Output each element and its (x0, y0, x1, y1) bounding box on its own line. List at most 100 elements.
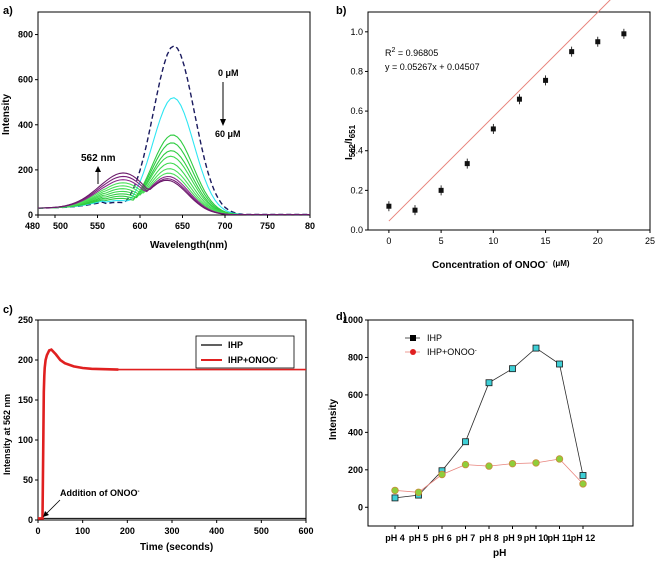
panel-c-y-tick-label: 50 (23, 475, 33, 485)
panel-b-fit-line (388, 0, 611, 222)
panel-c-addition-arrow (44, 499, 61, 516)
legend-onoo-name: IHP+ONOO (228, 355, 276, 365)
panel-b-data-point (516, 96, 522, 102)
panel-d-y-axis-label: Intensity (328, 398, 339, 440)
panel-c: c) 0 50 100 150 200 250 0 100 200 300 400 500 600 I… (2, 304, 314, 553)
legend-onoo-sup: - (276, 356, 278, 362)
panel-d-ihp-marker (509, 365, 516, 373)
panel-d-onoo-marker (485, 462, 493, 470)
panel-b-x-tick-label: 10 (488, 236, 498, 246)
panel-d-onoo-marker (532, 459, 540, 467)
panel-c-y-tick-label: 100 (18, 435, 33, 445)
panel-c-y-ticks: 0 50 100 150 200 250 (18, 315, 38, 525)
panel-d-ihp-marker (532, 344, 540, 352)
panel-b-data-point (569, 49, 575, 55)
panel-d-series-line (394, 347, 584, 499)
panel-b-label: b) (336, 5, 347, 17)
panel-a-x-tick-label: 550 (90, 221, 105, 231)
panel-a-spectrum-curve (37, 44, 310, 216)
panel-b-data-point (438, 187, 444, 193)
panel-a-spectrum-curve (37, 172, 310, 216)
panel-d-x-tick-label: pH 11 (547, 533, 571, 543)
panel-d-legend-onoo: IHP+ONOO- (427, 347, 477, 357)
panel-b-data-point (412, 207, 418, 213)
panel-d-y-ticks: 0 200 400 600 800 1000 (343, 315, 368, 512)
panel-b-y-tick-label: 0.0 (350, 225, 363, 235)
y-label-slash: /I (344, 138, 355, 144)
panel-c-lines (38, 348, 306, 520)
panel-d-x-tick-label: pH 9 (503, 533, 523, 543)
panel-d-onoo-marker (579, 480, 587, 488)
panel-c-y-tick-label: 250 (18, 315, 33, 325)
panel-d-onoo-marker (391, 486, 399, 495)
panel-d-x-tick-label: pH 8 (479, 533, 499, 543)
panel-c-x-tick-label: 100 (75, 526, 90, 536)
panel-a-spectrum-curve (37, 172, 310, 216)
panel-a-x-tick-label: 480 (25, 221, 40, 231)
panel-d-ihp-marker (485, 379, 493, 387)
x-label-main: Concentration of ONOO (432, 260, 546, 271)
panel-b-y-tick-label: 0.4 (350, 146, 363, 156)
panel-c-y-tick-label: 150 (18, 395, 33, 405)
panel-d-x-tick-label: pH 5 (409, 533, 429, 543)
panel-b-x-axis-label: Concentration of ONOO- (μM) (432, 259, 570, 271)
panel-b-data-point (621, 31, 627, 37)
panel-d-x-tick-label: pH 6 (432, 533, 452, 543)
panel-b-r2-text: R2 = 0.96805 (385, 47, 438, 58)
panel-b-x-ticks: 0 5 10 15 20 25 (386, 230, 655, 246)
panel-c-series-thick-segment (38, 348, 119, 520)
panel-d-y-tick-label: 200 (348, 465, 363, 475)
panel-a-y-tick-label: 0 (28, 210, 33, 220)
panel-d-x-tick-label: pH 4 (385, 533, 405, 543)
panel-c-y-tick-label: 0 (28, 515, 33, 525)
r2-superscript: 2 (392, 47, 396, 54)
panel-b-x-tick-label: 20 (593, 236, 603, 246)
panel-b-data-point (490, 126, 496, 132)
x-label-sup: - (545, 259, 548, 266)
panel-a-y-tick-label: 800 (18, 30, 33, 40)
panel-c-legend-onoo: IHP+ONOO- (228, 355, 278, 365)
panel-c-x-tick-label: 600 (298, 526, 313, 536)
panel-c-x-ticks: 0 100 200 300 400 500 600 (35, 520, 314, 536)
panel-d-x-tick-label: pH 7 (456, 533, 476, 543)
addition-sup: - (137, 489, 139, 495)
panel-d-legend-ihp: IHP (427, 333, 442, 343)
panel-c-x-tick-label: 0 (35, 526, 40, 536)
panel-b-y-tick-label: 0.6 (350, 106, 363, 116)
panel-a-x-tick-label: 80 (305, 221, 315, 231)
panel-a-up-arrow-head (95, 166, 101, 172)
panel-c-legend (195, 335, 295, 369)
panel-a-label: a) (3, 5, 13, 17)
panel-b-data-point (595, 39, 601, 45)
panel-a-y-tick-label: 600 (18, 75, 33, 85)
panel-a-y-tick-label: 200 (18, 165, 33, 175)
panel-d-onoo-marker (508, 459, 517, 468)
panel-c-y-axis-label: Intensity at 562 nm (2, 394, 12, 475)
panel-b-data-point (386, 203, 392, 209)
addition-text: Addition of ONOO (60, 488, 137, 498)
legend-d-onoo-name: IHP+ONOO (427, 347, 475, 357)
panel-d-onoo-marker (414, 488, 423, 496)
panel-a-x-tick-label: 750 (260, 221, 275, 231)
legend-d-onoo-sup: - (475, 348, 477, 354)
panel-a-plot-frame (37, 11, 311, 216)
panel-b-y-tick-label: 0.2 (350, 185, 363, 195)
panel-b-y-tick-label: 0.8 (350, 66, 363, 76)
y-label-sub1: 562 (348, 143, 357, 157)
panel-a-y-ticks: 0 200 400 600 800 (18, 30, 38, 220)
panel-a-spectrum-curve (37, 168, 310, 216)
panel-b-plot-frame (367, 11, 651, 231)
panel-b-fit-line-path (388, 0, 611, 222)
panel-d-y-tick-label: 1000 (343, 315, 363, 325)
panel-c-label: c) (3, 304, 13, 316)
x-label-unit: (μM) (553, 259, 570, 268)
panel-c-x-tick-label: 200 (120, 526, 135, 536)
panel-b-data-point (543, 77, 549, 83)
panel-b-points (386, 28, 627, 216)
panel-a-end-annotation: 60 μM (215, 129, 241, 139)
panel-d-onoo-marker (555, 455, 564, 463)
y-label-i: I (344, 157, 355, 160)
panel-b-y-ticks: 0.0 0.2 0.4 0.6 0.8 1.0 (350, 27, 368, 235)
